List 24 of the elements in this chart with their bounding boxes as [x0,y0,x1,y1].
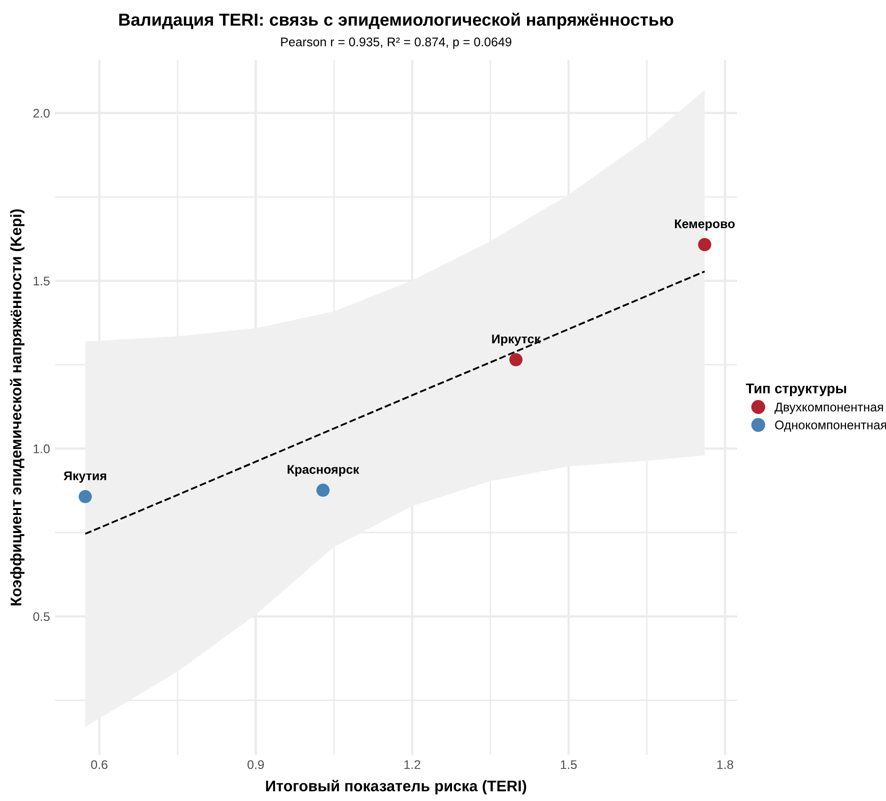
annotation: Кемерово [675,219,735,231]
annotation: Якутия [64,472,106,483]
point [698,238,712,252]
point [316,484,330,497]
x-tick-label: 1.5 [560,760,577,770]
y-tick-label: 2.0 [33,108,50,118]
annotation: Иркутск [492,334,540,346]
annotation: Красноярск [288,465,360,476]
chart-title: Валидация TERI: связь с эпидемиологической напряжённостью [119,12,674,30]
legend-label: Однокомпонентная [775,420,886,432]
y-axis-title: Коэффициент эпидемической напряжённости (Kepi) [10,209,24,606]
x-tick-label: 0.9 [248,760,264,770]
chart-subtitle: Pearson r = 0.935, R² = 0.874, p = 0.0649 [281,38,512,49]
x-tick-label: 0.6 [91,760,108,770]
point [78,490,92,504]
x-tick-label: 1.8 [717,760,734,770]
x-tick-label: 1.2 [404,760,420,769]
legend-label: Двухкомпонентная [774,402,883,414]
y-tick-label: 1.0 [34,444,50,454]
x-axis-title: Итоговый показатель риска (TERI) [266,780,526,794]
legend-title: Тип структуры [746,384,846,396]
point [509,353,523,366]
y-tick-label: 1.5 [34,276,50,286]
y-tick-label: 0.5 [33,612,50,622]
